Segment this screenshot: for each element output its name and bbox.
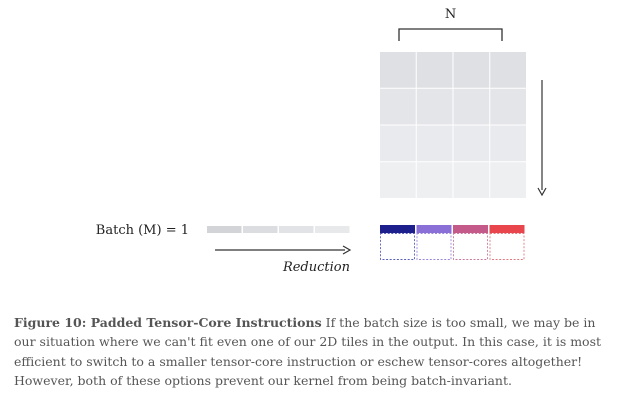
grid-cell bbox=[490, 162, 526, 198]
reduction-label: Reduction bbox=[282, 260, 350, 275]
grid-cell bbox=[380, 162, 416, 198]
batch-input-row bbox=[207, 226, 350, 233]
grid-cell bbox=[380, 52, 416, 88]
output-cell bbox=[489, 225, 525, 233]
grid-cell bbox=[490, 88, 526, 125]
weight-grid bbox=[380, 52, 526, 198]
grid-cell bbox=[416, 125, 453, 162]
padding-cell bbox=[453, 233, 488, 260]
padding-cell bbox=[380, 233, 415, 260]
batch-segment bbox=[243, 226, 278, 233]
output-cell bbox=[416, 225, 452, 233]
batch-segment bbox=[315, 226, 350, 233]
n-label: N bbox=[445, 7, 456, 22]
caption-text: If the batch size is too small, we may b… bbox=[14, 315, 602, 388]
grid-cell bbox=[453, 162, 490, 198]
grid-cell bbox=[416, 52, 453, 88]
grid-cell bbox=[380, 125, 416, 162]
batch-segment bbox=[207, 226, 242, 233]
padding-cell bbox=[489, 233, 525, 260]
batch-label: Batch (M) = 1 bbox=[96, 223, 189, 238]
output-cell bbox=[380, 225, 415, 233]
grid-cell bbox=[416, 88, 453, 125]
grid-cell bbox=[453, 52, 490, 88]
caption-title: Figure 10: Padded Tensor-Core Instructio… bbox=[14, 315, 322, 330]
figure-caption: Figure 10: Padded Tensor-Core Instructio… bbox=[14, 313, 614, 390]
n-bracket bbox=[398, 28, 503, 41]
diagram: N Batch (M) = 1 Reduction bbox=[96, 7, 547, 275]
vertical-reduction-arrow bbox=[537, 80, 547, 197]
grid-cell bbox=[453, 125, 490, 162]
batch-segment bbox=[279, 226, 314, 233]
grid-cell bbox=[490, 125, 526, 162]
grid-cell bbox=[380, 88, 416, 125]
horizontal-reduction-arrow bbox=[215, 245, 352, 255]
grid-cell bbox=[453, 88, 490, 125]
padding-cell bbox=[416, 233, 452, 260]
grid-cell bbox=[416, 162, 453, 198]
output-cell bbox=[453, 225, 488, 233]
output-row bbox=[380, 225, 525, 260]
grid-cell bbox=[490, 52, 526, 88]
